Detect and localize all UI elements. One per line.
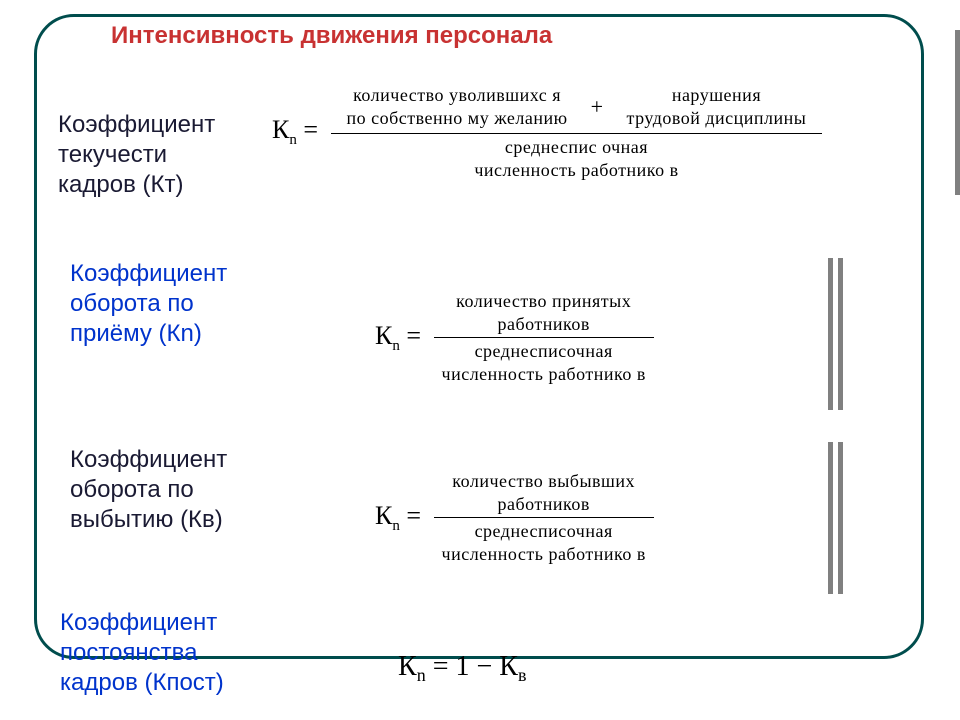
eq-left: К bbox=[398, 651, 417, 682]
label-turnover-rate: Коэффициенттекучестикадров (Кт) bbox=[58, 110, 278, 200]
lhs-subscript: n bbox=[289, 132, 297, 148]
denominator: среднесписочнаячисленность работнико в bbox=[434, 518, 654, 567]
formula-retention-rate: Кn = 1 − Кв bbox=[398, 651, 526, 686]
numerator-right: нарушениятрудовой дисциплины bbox=[619, 82, 815, 131]
label-departure-rate: Коэффициентоборота повыбытию (Кв) bbox=[70, 445, 290, 535]
numerator: количество принятыхработников bbox=[434, 288, 654, 337]
denominator: среднеспис очнаячисленность работнико в bbox=[331, 134, 823, 183]
decorative-bar bbox=[838, 442, 843, 594]
formula-turnover-rate: Кn = количество уволившихс япо собственн… bbox=[272, 80, 822, 183]
lhs-subscript: n bbox=[392, 518, 400, 534]
denominator: среднесписочнаячисленность работнико в bbox=[434, 338, 654, 387]
numerator: количество выбывшихработников bbox=[434, 468, 654, 517]
decorative-bar bbox=[838, 258, 843, 410]
numerator-left: количество уволившихс япо собственно му … bbox=[339, 82, 576, 131]
lhs-symbol: К bbox=[375, 321, 392, 350]
plus-icon: + bbox=[581, 93, 614, 121]
eq-mid: = 1 − К bbox=[426, 651, 518, 682]
lhs-subscript: n bbox=[392, 338, 400, 354]
page-title: Интенсивность движения персонала bbox=[105, 22, 558, 50]
formula-departure-rate: Кn = количество выбывшихработников средн… bbox=[375, 468, 654, 567]
decorative-bar bbox=[955, 30, 960, 195]
decorative-bar bbox=[828, 442, 833, 594]
label-hire-rate: Коэффициентоборота по приёму (Кn) bbox=[70, 259, 330, 349]
lhs-symbol: К bbox=[272, 115, 289, 144]
formula-hire-rate: Кn = количество принятыхработников средн… bbox=[375, 288, 654, 387]
eq-sub-right: в bbox=[518, 665, 527, 685]
lhs-symbol: К bbox=[375, 501, 392, 530]
eq-sub-left: n bbox=[417, 665, 426, 685]
decorative-bar bbox=[828, 258, 833, 410]
label-retention-rate: Коэффициентпостоянствакадров (Кпост) bbox=[60, 608, 280, 698]
